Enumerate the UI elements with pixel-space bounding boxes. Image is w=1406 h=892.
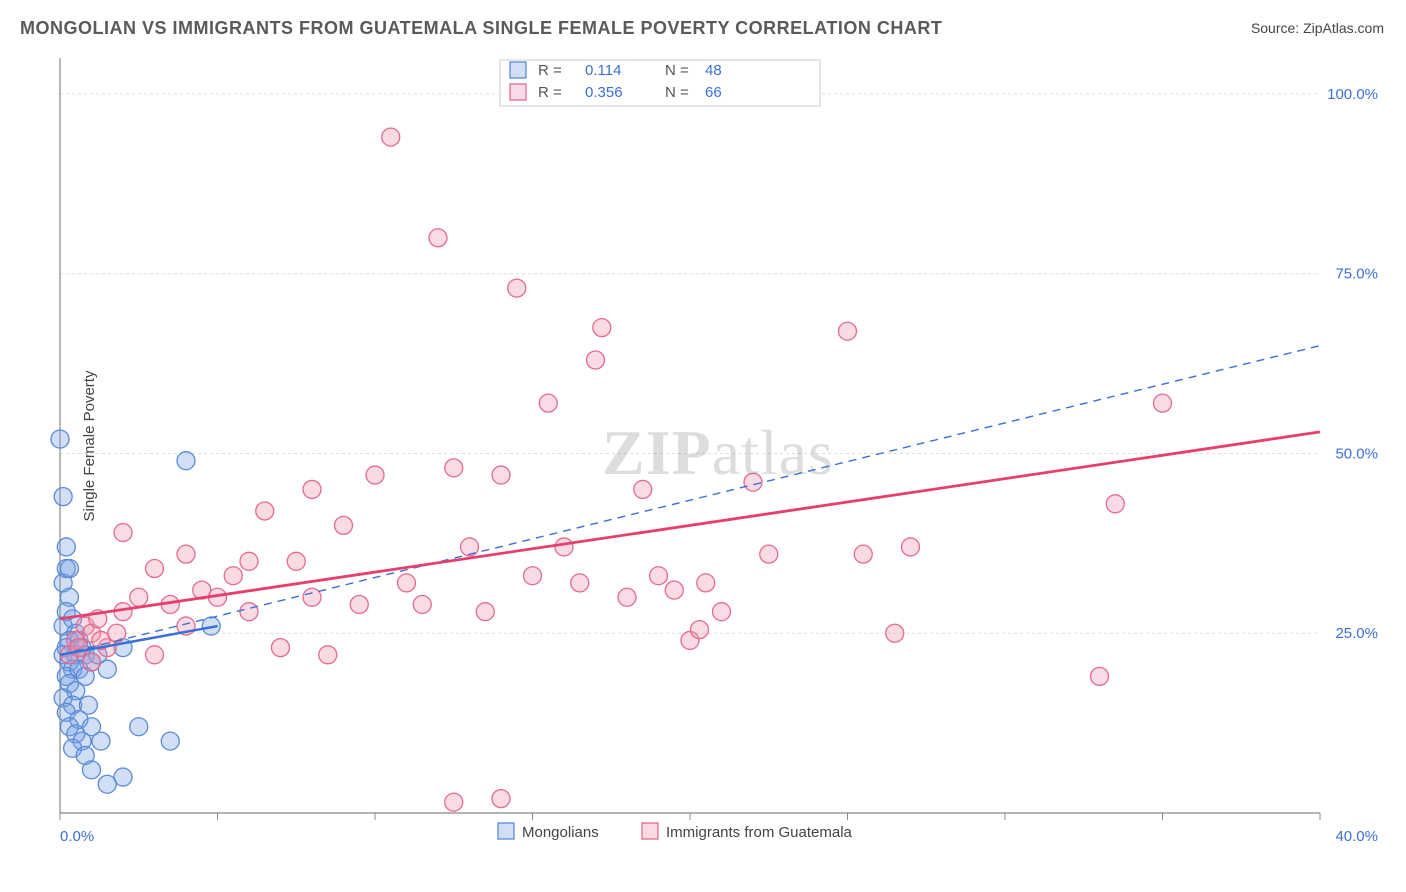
data-point (760, 545, 778, 563)
data-point (618, 588, 636, 606)
legend-label: Mongolians (522, 824, 599, 841)
trend-line (60, 432, 1320, 619)
data-point (445, 793, 463, 811)
data-point (83, 653, 101, 671)
svg-text:R =: R = (538, 62, 562, 79)
data-point (130, 588, 148, 606)
data-point (492, 466, 510, 484)
source-attribution: Source: ZipAtlas.com (1251, 20, 1384, 36)
scatter-chart: 25.0% 50.0% 75.0% 100.0% 0.0% 40.0% R = 0.114 N … (50, 58, 1386, 848)
data-point (177, 452, 195, 470)
svg-text:R =: R = (538, 84, 562, 101)
data-point (60, 560, 78, 578)
data-point (508, 279, 526, 297)
svg-text:N =: N = (665, 84, 689, 101)
data-point (92, 732, 110, 750)
data-point (350, 595, 368, 613)
data-point (335, 516, 353, 534)
svg-text:0.356: 0.356 (585, 84, 623, 101)
data-point (177, 545, 195, 563)
data-point (83, 761, 101, 779)
data-point (287, 552, 305, 570)
data-point (539, 394, 557, 412)
data-point (713, 603, 731, 621)
data-point (224, 567, 242, 585)
data-point (413, 595, 431, 613)
data-point (587, 351, 605, 369)
legend-swatch (510, 62, 526, 78)
chart-container: MONGOLIAN VS IMMIGRANTS FROM GUATEMALA S… (0, 0, 1406, 892)
source-label: Source: (1251, 20, 1299, 36)
legend-swatch (498, 823, 514, 839)
svg-text:50.0%: 50.0% (1335, 445, 1378, 462)
data-point (382, 128, 400, 146)
data-point (51, 430, 69, 448)
data-point (634, 480, 652, 498)
data-point (1106, 495, 1124, 513)
data-point (429, 229, 447, 247)
data-point (690, 621, 708, 639)
data-point (319, 646, 337, 664)
data-point (146, 560, 164, 578)
data-point (146, 646, 164, 664)
plot-area: ZIPatlas 25.0%50.0%75.0%100.0%0.0%40.0%R… (50, 58, 1386, 848)
data-point (555, 538, 573, 556)
legend-label: Immigrants from Guatemala (666, 824, 853, 841)
data-point (398, 574, 416, 592)
source-value: ZipAtlas.com (1303, 20, 1384, 36)
svg-text:66: 66 (705, 84, 722, 101)
data-point (571, 574, 589, 592)
data-point (902, 538, 920, 556)
chart-title: MONGOLIAN VS IMMIGRANTS FROM GUATEMALA S… (20, 18, 942, 39)
data-point (98, 775, 116, 793)
data-point (593, 319, 611, 337)
svg-text:N =: N = (665, 62, 689, 79)
data-point (839, 322, 857, 340)
svg-text:48: 48 (705, 62, 722, 79)
data-point (854, 545, 872, 563)
data-point (303, 480, 321, 498)
legend-swatch (642, 823, 658, 839)
data-point (57, 538, 75, 556)
svg-text:40.0%: 40.0% (1335, 828, 1378, 845)
data-point (1154, 394, 1172, 412)
svg-text:25.0%: 25.0% (1335, 625, 1378, 642)
data-point (79, 696, 97, 714)
svg-text:75.0%: 75.0% (1335, 266, 1378, 283)
data-point (161, 732, 179, 750)
data-point (240, 552, 258, 570)
svg-text:0.114: 0.114 (585, 62, 621, 79)
data-point (256, 502, 274, 520)
data-point (476, 603, 494, 621)
data-point (272, 639, 290, 657)
data-point (240, 603, 258, 621)
legend-swatch (510, 84, 526, 100)
data-point (461, 538, 479, 556)
data-point (366, 466, 384, 484)
data-point (492, 790, 510, 808)
data-point (70, 639, 88, 657)
data-point (697, 574, 715, 592)
data-point (744, 473, 762, 491)
svg-text:0.0%: 0.0% (60, 828, 94, 845)
data-point (650, 567, 668, 585)
data-point (886, 624, 904, 642)
data-point (1091, 667, 1109, 685)
data-point (114, 524, 132, 542)
data-point (524, 567, 542, 585)
data-point (445, 459, 463, 477)
data-point (54, 488, 72, 506)
svg-text:100.0%: 100.0% (1327, 86, 1378, 103)
data-point (130, 718, 148, 736)
data-point (665, 581, 683, 599)
